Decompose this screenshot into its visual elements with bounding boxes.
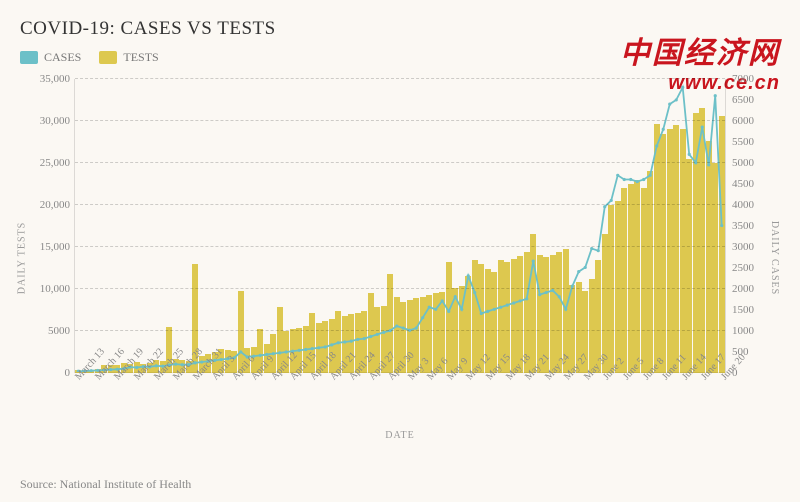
test-bar	[628, 184, 634, 373]
x-axis-label: DATE	[385, 430, 415, 441]
test-bar	[712, 163, 718, 373]
y-left-tick: 35,000	[20, 73, 70, 85]
y-right-tick: 500	[732, 346, 780, 358]
test-bar	[550, 255, 556, 373]
watermark-cn: 中国经济网	[620, 28, 780, 72]
y-right-tick: 1500	[732, 304, 780, 316]
gridline	[75, 78, 725, 79]
chart-area: DAILY TESTS DAILY CASES March 13March 16…	[20, 73, 780, 443]
test-bar	[511, 259, 517, 373]
test-bar	[686, 159, 692, 373]
y-left-tick: 30,000	[20, 115, 70, 127]
chart-container: COVID-19: CASES VS TESTS CASES TESTS 中国经…	[0, 0, 800, 502]
test-bar	[699, 108, 705, 373]
y-right-tick: 2500	[732, 262, 780, 274]
test-bar	[660, 134, 666, 373]
test-bar	[647, 171, 653, 373]
gridline	[75, 330, 725, 331]
y-right-tick: 4500	[732, 178, 780, 190]
legend-label-cases: CASES	[44, 50, 81, 65]
legend-label-tests: TESTS	[123, 50, 158, 65]
test-bar	[446, 262, 452, 373]
y-right-tick: 1000	[732, 325, 780, 337]
source-line: Source: National Institute of Health	[20, 477, 191, 492]
test-bar	[608, 205, 614, 373]
test-bar	[615, 201, 621, 373]
test-bar	[472, 260, 478, 373]
y-right-tick: 3000	[732, 241, 780, 253]
gridline	[75, 120, 725, 121]
y-right-tick: 7000	[732, 73, 780, 85]
gridline	[75, 246, 725, 247]
test-bar	[719, 116, 725, 373]
legend-tests: TESTS	[99, 50, 158, 65]
test-bar	[667, 129, 673, 373]
y-left-tick: 25,000	[20, 157, 70, 169]
y-left-tick: 20,000	[20, 199, 70, 211]
y-right-tick: 4000	[732, 199, 780, 211]
y-left-tick: 15,000	[20, 241, 70, 253]
test-bar	[706, 141, 712, 373]
y-right-tick: 2000	[732, 283, 780, 295]
legend-cases: CASES	[20, 50, 81, 65]
plot-area	[74, 79, 726, 373]
gridline	[75, 288, 725, 289]
test-bar	[680, 129, 686, 373]
y-right-tick: 0	[732, 367, 780, 379]
y-right-tick: 6000	[732, 115, 780, 127]
y-right-tick: 5000	[732, 157, 780, 169]
y-right-tick: 5500	[732, 136, 780, 148]
y-right-tick: 3500	[732, 220, 780, 232]
y-left-tick: 5000	[20, 325, 70, 337]
y-left-tick: 0	[20, 367, 70, 379]
test-bar	[641, 188, 647, 373]
x-labels: March 13March 16March 19March 22March 25…	[74, 375, 726, 425]
test-bar	[621, 188, 627, 373]
swatch-cases	[20, 51, 38, 64]
test-bar	[634, 180, 640, 373]
swatch-tests	[99, 51, 117, 64]
y-left-tick: 10,000	[20, 283, 70, 295]
test-bar	[693, 113, 699, 373]
bars-group	[75, 79, 725, 373]
y-right-tick: 6500	[732, 94, 780, 106]
gridline	[75, 162, 725, 163]
gridline	[75, 204, 725, 205]
test-bar	[530, 234, 536, 373]
